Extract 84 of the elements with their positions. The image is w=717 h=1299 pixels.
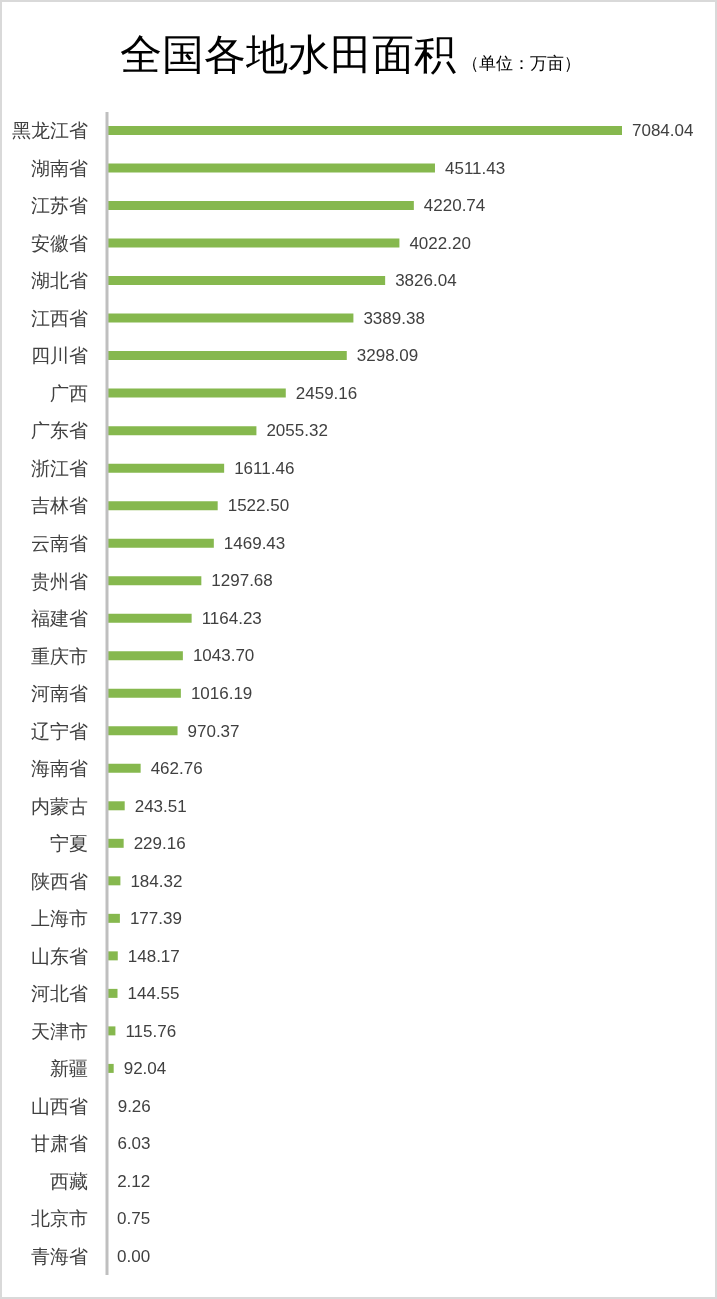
data-label: 148.17 — [127, 946, 180, 966]
y-tick-label: 黑龙江省 — [12, 120, 88, 142]
bar — [107, 763, 141, 773]
y-tick-label: 山东省 — [31, 945, 88, 967]
bar — [107, 163, 435, 173]
bar — [107, 688, 181, 698]
data-label: 970.37 — [187, 721, 240, 741]
y-tick-label: 西藏 — [50, 1170, 88, 1192]
data-label: 7084.04 — [632, 121, 694, 141]
y-tick-label: 福建省 — [31, 608, 88, 630]
data-label: 1611.46 — [234, 458, 295, 478]
y-tick-label: 广东省 — [31, 420, 88, 442]
data-label: 2459.16 — [295, 383, 358, 403]
bar — [107, 613, 192, 623]
bar — [107, 276, 386, 286]
data-label: 1016.19 — [190, 684, 253, 703]
data-label: 462.76 — [150, 759, 203, 779]
bar — [107, 351, 347, 361]
y-tick-label: 山西省 — [31, 1095, 88, 1117]
data-label: 6.03 — [117, 1134, 151, 1154]
data-label: 4511.43 — [444, 158, 506, 178]
y-tick-label: 广西 — [50, 382, 88, 404]
y-tick-label: 海南省 — [31, 758, 88, 780]
data-label: 2055.32 — [266, 421, 328, 441]
bar — [107, 501, 218, 511]
data-label: 3389.38 — [363, 308, 425, 328]
y-tick-label: 河北省 — [31, 983, 88, 1005]
data-label: 229.16 — [133, 834, 186, 854]
bar — [107, 651, 183, 661]
y-tick-label: 甘肃省 — [31, 1133, 88, 1155]
y-tick-label: 青海省 — [31, 1245, 88, 1267]
data-label: 1043.70 — [192, 646, 255, 666]
bar — [107, 801, 125, 811]
data-label: 4220.74 — [423, 196, 486, 216]
bar — [107, 538, 214, 548]
bar — [107, 726, 178, 736]
data-label: 1522.50 — [227, 496, 290, 516]
data-label: 4022.20 — [409, 233, 471, 253]
bar — [107, 426, 257, 436]
y-tick-label: 浙江省 — [31, 457, 88, 479]
data-label: 177.39 — [129, 909, 182, 929]
y-tick-label: 云南省 — [31, 533, 88, 554]
y-tick-label: 河南省 — [31, 683, 88, 705]
data-label: 1164.23 — [201, 608, 262, 628]
chart-subtitle: （单位：万亩） — [462, 54, 581, 73]
y-tick-label: 陕西省 — [31, 870, 88, 892]
y-tick-label: 贵州省 — [31, 570, 88, 592]
data-label: 115.76 — [125, 1021, 177, 1041]
data-label: 0.00 — [117, 1246, 151, 1266]
y-tick-label: 湖南省 — [31, 157, 88, 179]
y-tick-label: 重庆市 — [31, 645, 88, 667]
y-tick-label: 江苏省 — [31, 195, 88, 217]
y-tick-label: 上海市 — [31, 908, 88, 930]
y-tick-label: 新疆 — [50, 1058, 88, 1080]
chart-title: 全国各地水田面积 — [120, 31, 456, 78]
y-tick-label: 宁夏 — [50, 833, 88, 855]
y-tick-label: 安徽省 — [31, 232, 88, 254]
bar — [107, 201, 414, 211]
y-tick-label: 内蒙古 — [31, 795, 88, 817]
data-label: 3826.04 — [395, 271, 457, 291]
y-tick-label: 吉林省 — [31, 495, 88, 517]
y-tick-label: 辽宁省 — [31, 720, 88, 742]
y-tick-label: 四川省 — [31, 345, 88, 367]
data-label: 243.51 — [134, 796, 187, 816]
data-label: 9.26 — [117, 1096, 151, 1116]
data-label: 92.04 — [123, 1059, 167, 1079]
data-label: 144.55 — [127, 984, 180, 1004]
bar — [107, 238, 400, 248]
bar — [107, 388, 286, 398]
bar — [107, 838, 124, 848]
y-tick-label: 天津市 — [31, 1020, 88, 1042]
y-tick-label: 北京市 — [31, 1208, 88, 1230]
data-label: 2.12 — [117, 1171, 151, 1191]
data-label: 1469.43 — [223, 533, 286, 553]
bar — [107, 463, 225, 473]
y-tick-label: 湖北省 — [31, 270, 88, 292]
data-label: 184.32 — [130, 871, 183, 891]
y-tick-label: 江西省 — [31, 307, 88, 329]
bar — [107, 126, 622, 135]
bar — [107, 313, 354, 323]
data-label: 0.75 — [117, 1209, 151, 1229]
data-label: 3298.09 — [356, 346, 419, 366]
data-label: 1297.68 — [211, 571, 273, 591]
bar — [107, 576, 202, 586]
